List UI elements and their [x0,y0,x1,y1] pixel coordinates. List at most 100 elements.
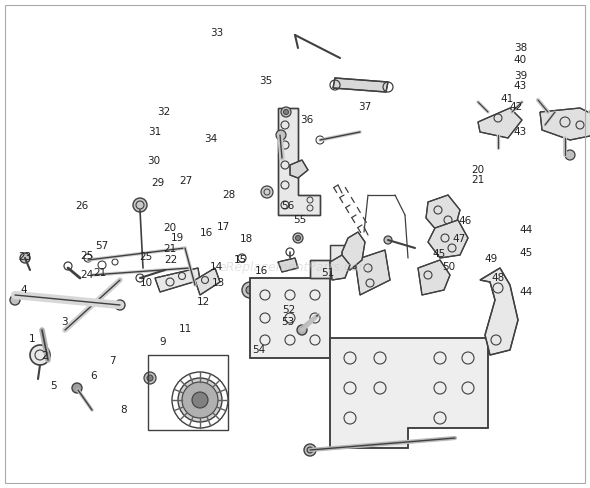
Text: 9: 9 [159,337,166,346]
Text: 31: 31 [148,127,161,137]
Polygon shape [478,108,522,138]
Circle shape [246,286,254,294]
Text: 49: 49 [484,254,497,264]
Circle shape [281,107,291,117]
Circle shape [298,324,306,332]
Polygon shape [428,220,468,258]
Text: 53: 53 [281,317,294,327]
Polygon shape [290,160,308,178]
Text: 14: 14 [210,263,223,272]
Text: 7: 7 [109,356,116,366]
Circle shape [133,198,147,212]
Text: 25: 25 [140,252,153,262]
Text: 45: 45 [433,249,446,259]
Polygon shape [250,278,330,358]
Circle shape [565,150,575,160]
Text: 27: 27 [179,176,192,185]
Text: 3: 3 [61,317,68,327]
Circle shape [242,282,258,298]
Text: 54: 54 [252,346,265,355]
Polygon shape [278,258,298,272]
Text: 11: 11 [179,325,192,334]
Text: 22: 22 [165,255,178,265]
Polygon shape [480,268,518,355]
Text: 13: 13 [212,278,225,288]
Circle shape [304,444,316,456]
Text: 37: 37 [358,102,371,112]
Text: 6: 6 [90,371,97,381]
Text: 41: 41 [501,94,514,103]
Text: 38: 38 [514,43,527,53]
Circle shape [296,236,300,241]
Text: 2: 2 [41,351,48,361]
Circle shape [284,109,289,115]
Circle shape [10,295,20,305]
Circle shape [297,325,307,335]
Text: 8: 8 [120,405,127,415]
Text: 21: 21 [94,268,107,278]
Polygon shape [342,232,365,270]
Circle shape [72,383,82,393]
Text: 46: 46 [458,216,471,225]
Text: 51: 51 [321,268,334,278]
Text: 24: 24 [81,270,94,280]
Text: 56: 56 [281,201,294,211]
Text: 40: 40 [514,55,527,64]
Polygon shape [355,250,390,295]
Text: 50: 50 [442,263,455,272]
Polygon shape [330,338,488,448]
Text: 12: 12 [197,297,210,306]
Circle shape [293,233,303,243]
Text: 21: 21 [471,175,484,184]
Text: 45: 45 [520,248,533,258]
Circle shape [276,130,286,140]
Text: 16: 16 [255,266,268,276]
Text: 52: 52 [283,305,296,315]
Text: eReplacementParts.com: eReplacementParts.com [219,262,371,274]
Text: 44: 44 [520,287,533,297]
Text: 39: 39 [514,71,527,81]
Circle shape [182,382,218,418]
Circle shape [192,392,208,408]
Text: 43: 43 [514,127,527,137]
Text: 26: 26 [75,202,88,211]
Text: 44: 44 [520,225,533,235]
Text: 35: 35 [259,76,272,85]
Text: 19: 19 [171,233,183,243]
Text: 10: 10 [140,278,153,288]
Text: 32: 32 [158,107,171,117]
Text: 57: 57 [95,242,108,251]
Text: 20: 20 [471,165,484,175]
Text: 21: 21 [163,244,176,254]
Circle shape [261,186,273,198]
Text: 28: 28 [222,190,235,200]
Circle shape [30,345,50,365]
Text: 29: 29 [152,178,165,188]
Text: 4: 4 [20,285,27,295]
Text: 17: 17 [217,222,230,232]
Text: 16: 16 [200,228,213,238]
Text: 42: 42 [510,102,523,112]
Circle shape [147,375,153,381]
Text: 33: 33 [211,28,224,38]
Circle shape [144,372,156,384]
Text: 36: 36 [300,115,313,124]
Polygon shape [310,260,330,278]
Text: 15: 15 [234,255,247,264]
Text: 18: 18 [240,234,253,244]
Text: 34: 34 [205,134,218,144]
Circle shape [307,447,313,453]
Polygon shape [418,260,450,295]
Polygon shape [333,78,388,92]
Text: 48: 48 [492,273,505,283]
Text: 1: 1 [29,334,36,344]
Polygon shape [155,268,200,292]
Circle shape [384,236,392,244]
Polygon shape [195,268,220,295]
Polygon shape [278,108,320,215]
Text: 5: 5 [50,381,57,390]
Text: 43: 43 [514,81,527,91]
Text: 25: 25 [81,251,94,261]
Circle shape [258,333,272,347]
Text: 30: 30 [148,156,160,166]
